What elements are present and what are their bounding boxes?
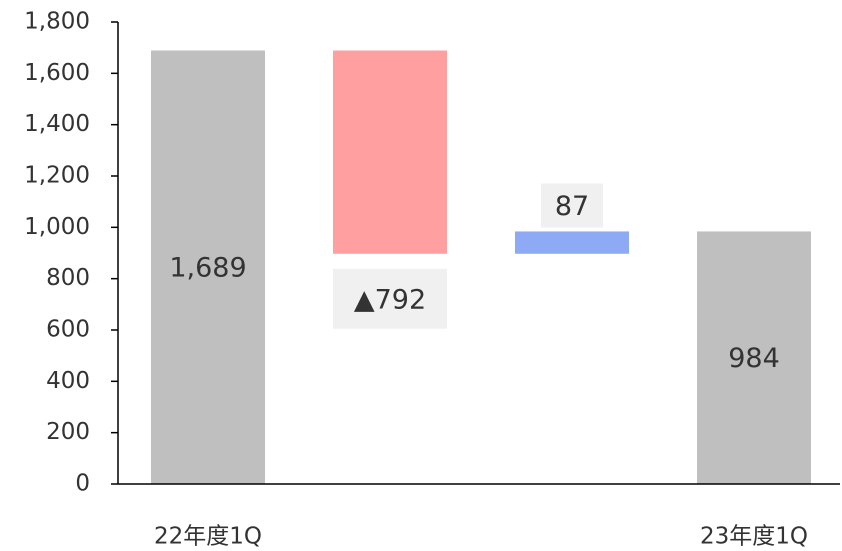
bar bbox=[697, 231, 811, 484]
value-label: 87 bbox=[555, 191, 589, 222]
value-label: 984 bbox=[728, 343, 780, 374]
y-tick-label: 1,000 bbox=[24, 214, 90, 240]
x-tick-label: 23年度1Q bbox=[700, 524, 808, 550]
value-label: ▲792 bbox=[354, 284, 426, 315]
label-background bbox=[541, 183, 603, 228]
x-tick-label: 22年度1Q bbox=[154, 524, 262, 550]
value-label: 1,689 bbox=[169, 253, 246, 284]
y-tick-label: 1,800 bbox=[24, 9, 90, 35]
y-tick-label: 1,200 bbox=[24, 163, 90, 189]
y-tick-label: 1,600 bbox=[24, 60, 90, 86]
bar bbox=[151, 50, 265, 485]
y-tick-label: 400 bbox=[46, 368, 90, 394]
label-background bbox=[333, 268, 447, 329]
y-tick-label: 600 bbox=[46, 317, 90, 343]
bar bbox=[333, 50, 447, 254]
y-tick-label: 0 bbox=[75, 471, 90, 497]
y-tick-label: 800 bbox=[46, 265, 90, 291]
bar bbox=[515, 231, 629, 254]
y-tick-label: 200 bbox=[46, 419, 90, 445]
y-tick-label: 1,400 bbox=[24, 111, 90, 137]
